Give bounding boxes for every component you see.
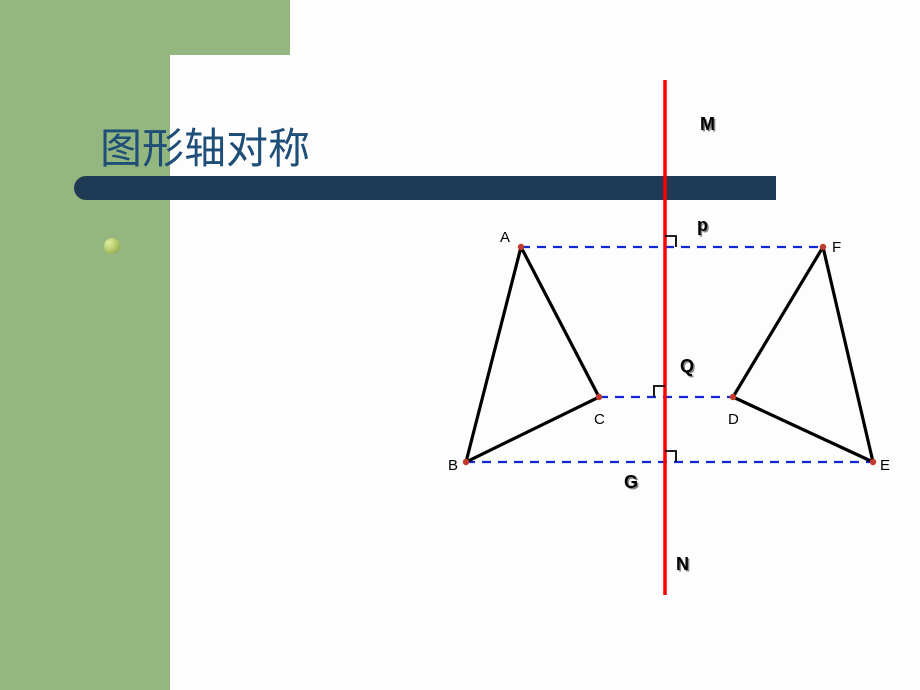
svg-text:E: E: [880, 457, 890, 474]
svg-text:C: C: [594, 411, 605, 428]
svg-text:A: A: [500, 229, 510, 246]
svg-text:Q: Q: [680, 356, 694, 376]
geometry-diagram: MMNNppQQGGAFBECD: [0, 0, 920, 690]
svg-text:B: B: [448, 457, 458, 474]
svg-text:p: p: [697, 215, 708, 235]
svg-text:D: D: [728, 411, 739, 428]
svg-text:G: G: [624, 472, 638, 492]
svg-text:N: N: [676, 554, 689, 574]
svg-text:F: F: [832, 239, 841, 256]
svg-text:M: M: [700, 114, 715, 134]
